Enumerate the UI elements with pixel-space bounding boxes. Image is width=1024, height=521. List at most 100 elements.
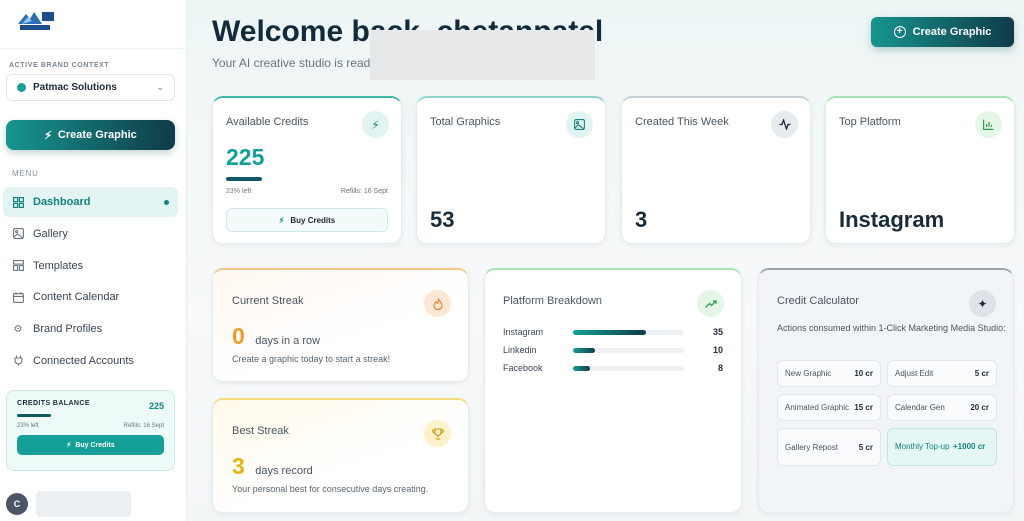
platform-row-facebook: Facebook 8: [503, 362, 723, 374]
platform-bar-track: [573, 329, 684, 335]
image-icon: [12, 228, 24, 240]
dashboard-icon: [12, 196, 24, 208]
cost-value: 15 cr: [854, 403, 873, 412]
cost-value: 10 cr: [854, 369, 873, 378]
brand-selector[interactable]: Patmac Solutions ⌄: [6, 74, 175, 101]
created-this-week-card: Created This Week 3: [621, 96, 811, 244]
user-profile[interactable]: C: [6, 491, 131, 517]
platform-count: 35: [712, 327, 723, 337]
sidebar: ACTIVE BRAND CONTEXT Patmac Solutions ⌄ …: [0, 0, 187, 521]
created-this-week-value: 3: [635, 207, 648, 232]
cost-label: Animated Graphic: [785, 403, 850, 412]
platform-bar-track: [573, 347, 684, 353]
sidebar-item-gallery[interactable]: Gallery: [3, 219, 178, 249]
redacted-username: [36, 491, 131, 517]
sidebar-item-connected-accounts[interactable]: Connected Accounts: [3, 346, 178, 376]
credits-meta: 23% left Refills: 16 Sept: [226, 188, 388, 195]
platform-name: Instagram: [503, 327, 544, 337]
cost-value: +1000 cr: [953, 442, 986, 451]
card-title: Available Credits: [226, 116, 309, 128]
available-credits-value: 225: [226, 144, 265, 170]
menu-label: MENU: [12, 169, 39, 178]
sidebar-item-label: Brand Profiles: [33, 323, 103, 336]
credit-calculator-desc: Actions consumed within 1-Click Marketin…: [777, 323, 1006, 333]
sidebar-item-brand-profiles[interactable]: ⚙︎ Brand Profiles: [3, 314, 178, 344]
top-platform-card: Top Platform Instagram: [825, 96, 1015, 244]
sidebar-item-label: Connected Accounts: [33, 354, 134, 367]
platform-name: Linkedin: [503, 345, 537, 355]
bolt-icon: ⚡︎: [278, 215, 285, 225]
trophy-icon: [424, 420, 451, 447]
card-title: Total Graphics: [430, 116, 501, 128]
sidebar-buy-credits-button[interactable]: ⚡︎ Buy Credits: [17, 435, 164, 455]
credits-progress-bar: [17, 414, 51, 417]
card-title: Top Platform: [839, 116, 901, 128]
card-title: Platform Breakdown: [503, 295, 603, 307]
best-streak-value: 3: [232, 453, 245, 479]
sidebar-item-content-calendar[interactable]: Content Calendar: [3, 282, 178, 312]
image-icon: [566, 111, 593, 138]
platform-bar-fill: [573, 365, 590, 371]
sidebar-item-dashboard[interactable]: Dashboard: [3, 187, 178, 217]
redaction-block: [370, 30, 595, 80]
cost-item: Animated Graphic 15 cr: [777, 394, 881, 421]
buy-credits-button[interactable]: ⚡︎ Buy Credits: [226, 208, 388, 232]
platform-count: 10: [712, 345, 723, 355]
sidebar-divider: [0, 48, 187, 49]
best-streak-desc: Your personal best for consecutive days …: [232, 484, 429, 494]
brand-logo[interactable]: [16, 8, 56, 34]
credits-progress-bar: [226, 177, 262, 181]
create-graphic-label: Create Graphic: [57, 129, 137, 141]
avatar: C: [6, 493, 28, 515]
card-title: Created This Week: [635, 116, 729, 128]
cost-label: Monthly Top-up: [895, 442, 950, 451]
total-graphics-card: Total Graphics 53: [416, 96, 606, 244]
best-streak-unit: days record: [255, 465, 313, 477]
flame-icon: [424, 290, 451, 317]
page-subtitle: Your AI creative studio is ready: [212, 56, 377, 70]
credits-balance-value: 225: [148, 401, 164, 411]
sidebar-item-label: Dashboard: [33, 196, 91, 208]
current-streak-unit: days in a row: [255, 335, 321, 347]
sidebar-create-graphic-button[interactable]: ⚡︎ Create Graphic: [6, 120, 175, 150]
credits-refills: Refills: 16 Sept: [340, 188, 388, 195]
platform-breakdown-card: Platform Breakdown Instagram 35 Linkedin…: [484, 268, 742, 513]
calendar-icon: [12, 291, 24, 303]
credit-cost-grid: New Graphic 10 cr Adjust Edit 5 cr Animate…: [777, 360, 997, 466]
create-graphic-button[interactable]: + Create Graphic: [871, 17, 1014, 47]
credits-left: 23% left: [17, 423, 39, 429]
buy-credits-label: Buy Credits: [75, 441, 115, 449]
cost-label: Gallery Repost: [785, 442, 838, 452]
monthly-topup-item: Monthly Top-up +1000 cr: [887, 428, 997, 466]
gear-icon: ⚙︎: [13, 323, 23, 335]
current-streak-line: 0 days in a row: [232, 323, 320, 350]
plug-icon: [12, 355, 24, 367]
bolt-icon: ⚡︎: [44, 129, 52, 142]
sidebar-nav: Dashboard Gallery Templates Content Cale…: [3, 187, 178, 378]
activity-icon: [771, 111, 798, 138]
platform-row-instagram: Instagram 35: [503, 326, 723, 338]
cost-label: Adjust Edit: [895, 369, 934, 378]
sparkle-icon: ✦: [969, 290, 996, 317]
templates-icon: [12, 260, 24, 272]
active-indicator: [164, 199, 169, 205]
platform-count: 8: [717, 363, 723, 373]
cost-value: 20 cr: [970, 403, 989, 412]
credit-calculator-card: Credit Calculator ✦ Actions consumed wit…: [758, 268, 1014, 513]
bar-chart-icon: [975, 111, 1002, 138]
platform-bar-track: [573, 365, 684, 371]
bolt-icon: ⚡︎: [66, 442, 72, 449]
available-credits-card: Available Credits ⚡︎ 225 23% left Refill…: [212, 96, 402, 244]
cost-item: New Graphic 10 cr: [777, 360, 881, 387]
platform-name: Facebook: [503, 363, 543, 373]
main-content: Welcome back, chetanpatel Your AI creati…: [188, 0, 1024, 521]
cost-value: 5 cr: [974, 369, 989, 378]
buy-credits-label: Buy Credits: [290, 215, 336, 225]
best-streak-card: Best Streak 3 days record Your personal …: [212, 398, 469, 513]
credits-meta: 23% left Refills: 16 Sept: [17, 423, 164, 429]
current-streak-desc: Create a graphic today to start a streak…: [232, 354, 391, 364]
sidebar-item-templates[interactable]: Templates: [3, 251, 178, 281]
credits-left: 23% left: [226, 188, 252, 195]
sidebar-item-label: Content Calendar: [33, 291, 120, 304]
brand-dot-icon: [17, 83, 26, 92]
